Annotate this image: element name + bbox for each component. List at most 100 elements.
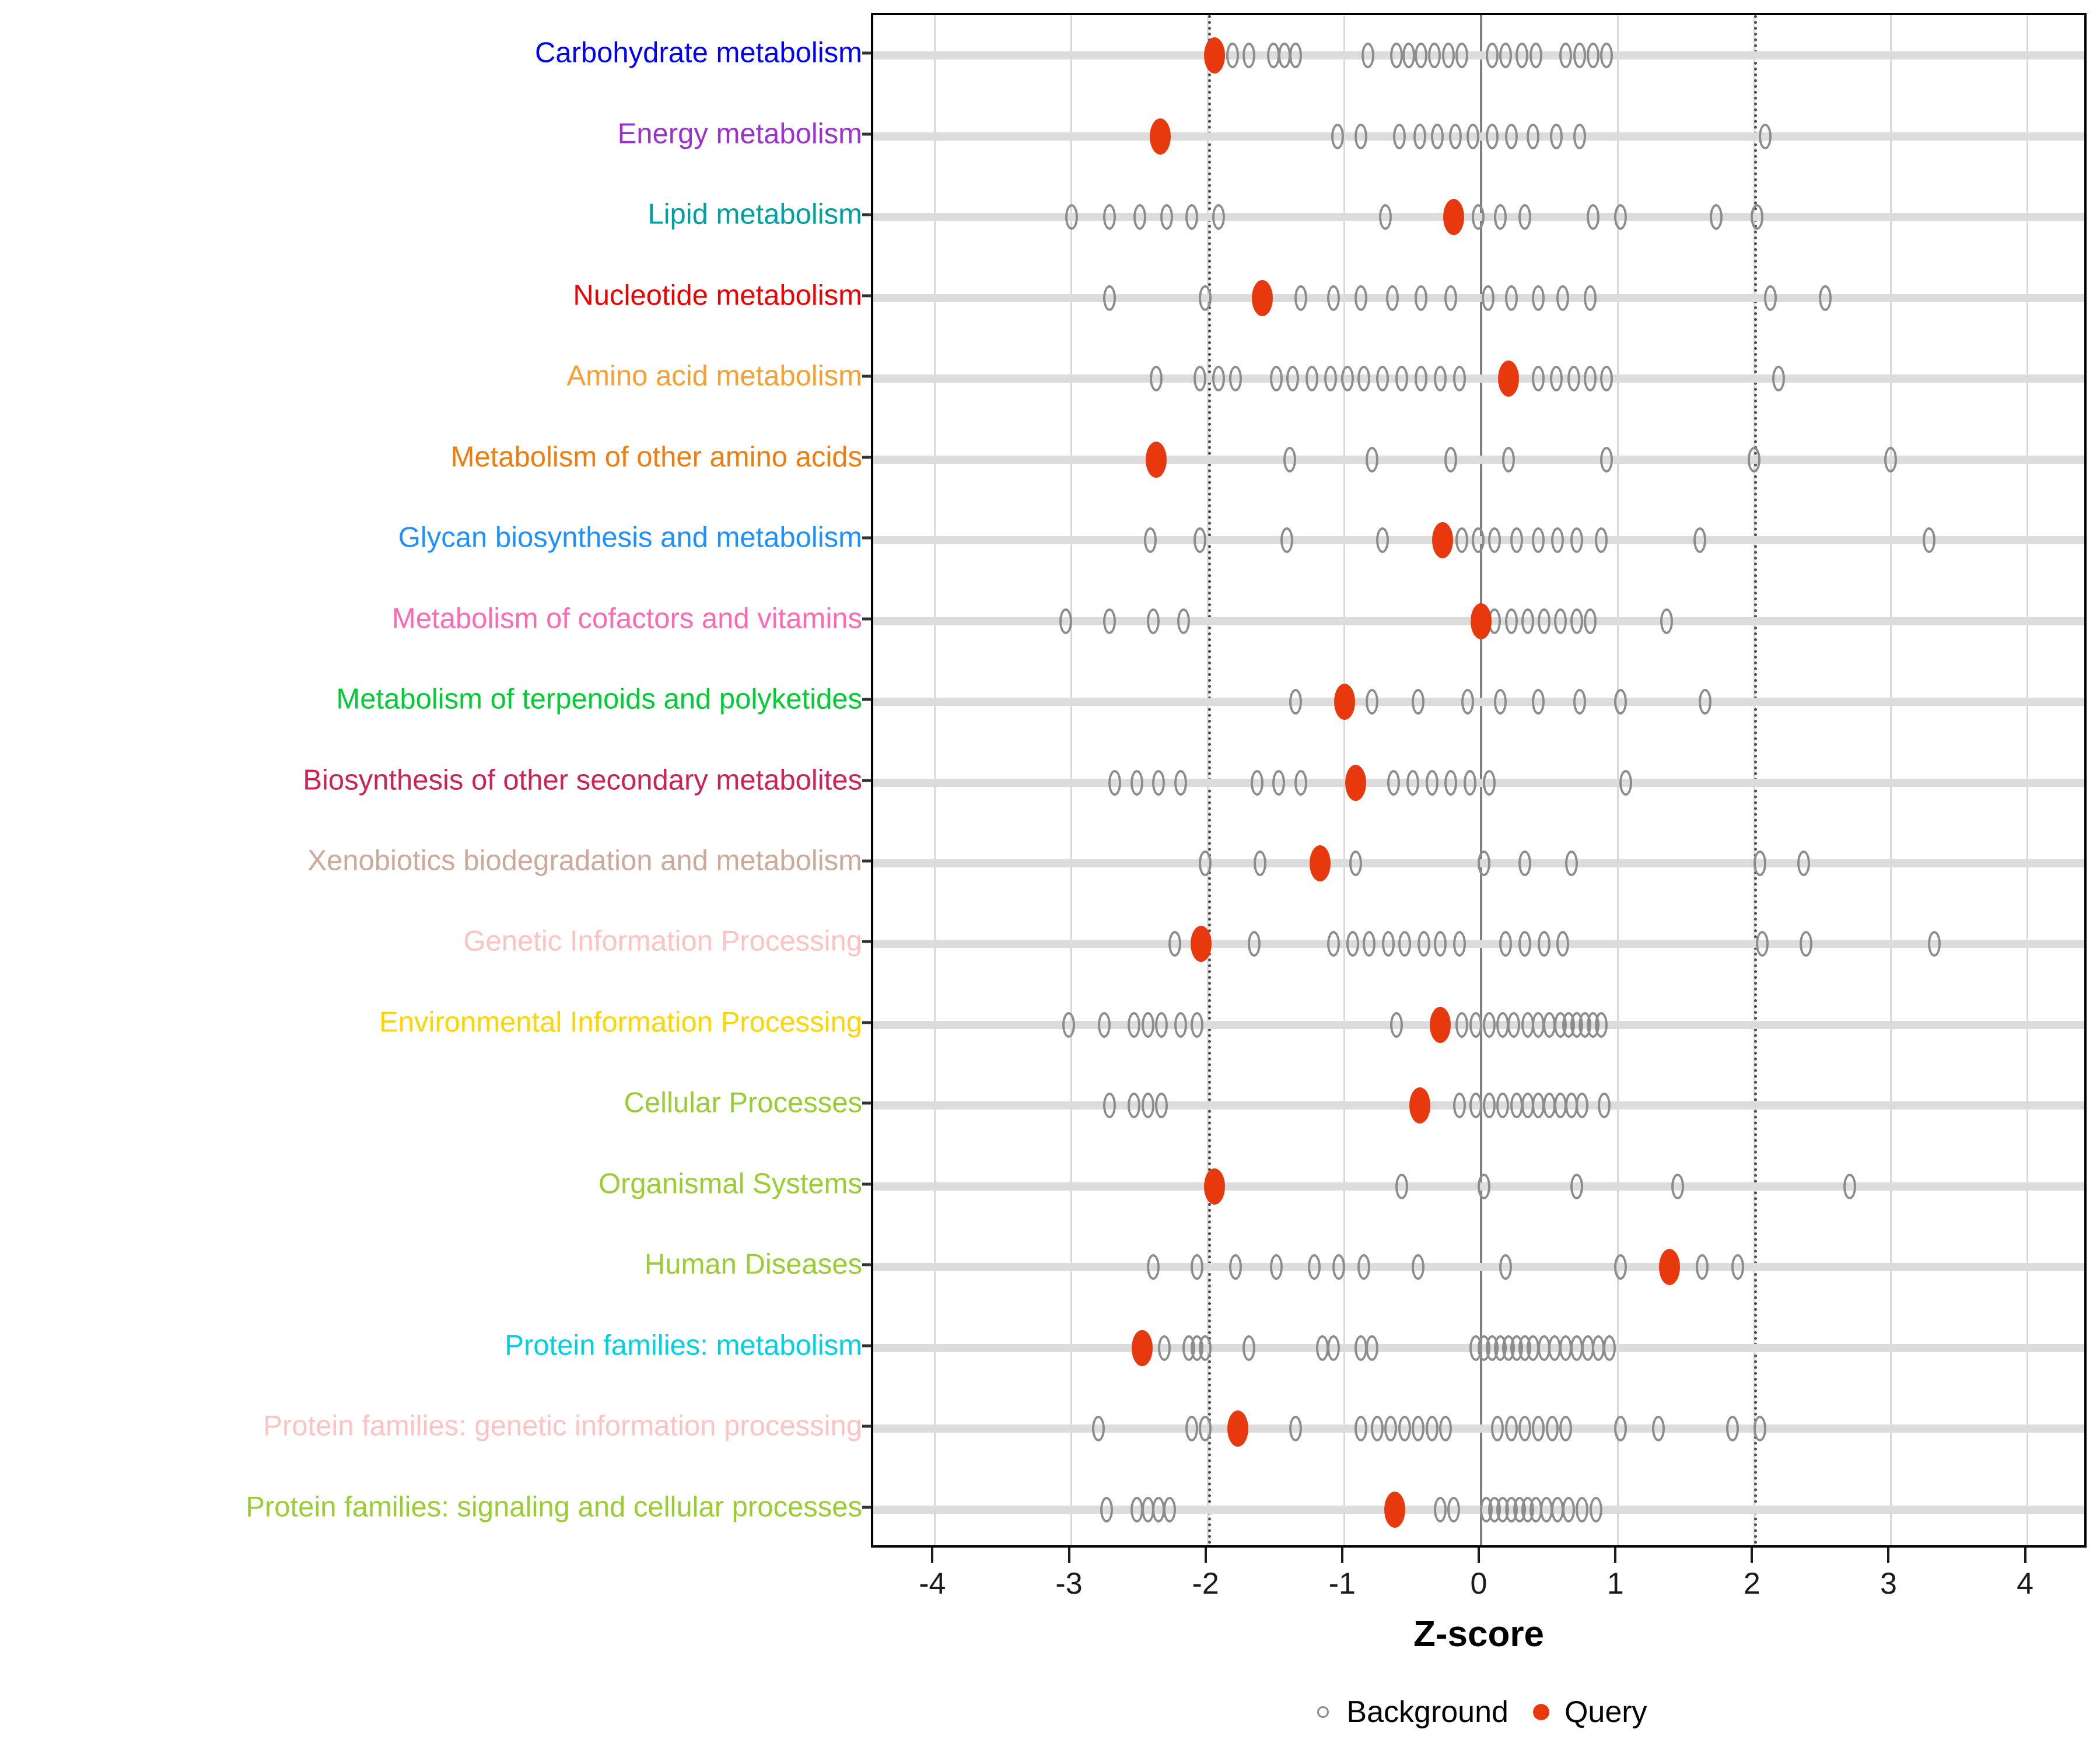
background-point: [1756, 931, 1769, 957]
background-point: [1759, 123, 1772, 149]
query-point: [1227, 1410, 1249, 1447]
background-point: [1483, 769, 1496, 796]
background-point: [1149, 366, 1163, 392]
background-point: [1354, 285, 1367, 311]
y-axis-tick-16: [862, 1344, 871, 1348]
x-axis-tick-2: [1751, 1548, 1754, 1563]
background-point: [1764, 285, 1777, 311]
background-point: [1157, 1335, 1171, 1361]
background-point: [1510, 527, 1523, 554]
background-point: [1414, 285, 1427, 311]
x-axis-tick-label--2: -2: [1192, 1567, 1219, 1601]
x-axis-tick-label-4: 4: [2017, 1567, 2034, 1601]
y-axis-tick-15: [862, 1263, 871, 1266]
background-point: [1289, 43, 1302, 69]
background-point: [1600, 446, 1614, 473]
background-point: [1141, 1093, 1154, 1119]
background-point: [1385, 285, 1399, 311]
background-point: [1466, 123, 1479, 149]
background-point: [1193, 527, 1206, 554]
background-point: [1177, 608, 1190, 634]
background-point: [1433, 1496, 1447, 1522]
background-point: [1553, 608, 1567, 634]
background-point: [1381, 931, 1395, 957]
background-point: [1390, 43, 1403, 69]
background-point: [1499, 931, 1513, 957]
background-point: [1384, 1416, 1398, 1442]
legend: Background Query: [871, 1689, 2087, 1735]
y-axis-label-11: Genetic Information Processing: [463, 925, 862, 957]
background-point: [1226, 43, 1239, 69]
query-point: [1204, 37, 1226, 74]
background-point: [1242, 1335, 1255, 1361]
background-point: [1461, 689, 1474, 715]
background-point: [1163, 1496, 1177, 1522]
background-point: [1923, 527, 1936, 554]
y-axis-label-15: Human Diseases: [644, 1248, 862, 1280]
background-point: [1928, 931, 1941, 957]
background-point: [1485, 43, 1499, 69]
y-axis-label-9: Biosynthesis of other secondary metaboli…: [303, 764, 862, 796]
background-point: [1521, 608, 1534, 634]
background-point: [1103, 1093, 1116, 1119]
query-point: [1190, 926, 1212, 963]
row-band: [873, 940, 2084, 949]
background-point: [1062, 1012, 1075, 1038]
background-point: [1392, 123, 1406, 149]
background-point: [1545, 1416, 1559, 1442]
background-point: [1160, 204, 1174, 230]
background-point: [1371, 1416, 1384, 1442]
background-point: [1448, 123, 1462, 149]
background-point: [1753, 1416, 1766, 1442]
background-point: [1597, 1093, 1611, 1119]
background-point: [1797, 850, 1810, 876]
y-axis-label-10: Xenobiotics biodegradation and metabolis…: [307, 845, 862, 877]
background-point: [1185, 1416, 1198, 1442]
background-point: [1376, 366, 1390, 392]
background-point: [1671, 1173, 1685, 1199]
background-point: [1441, 43, 1455, 69]
background-point: [1387, 769, 1401, 796]
background-point: [1357, 1254, 1370, 1280]
background-point: [1283, 446, 1297, 473]
background-point: [1362, 931, 1376, 957]
background-point: [1504, 1416, 1518, 1442]
background-point: [1595, 527, 1608, 554]
background-point: [1584, 366, 1597, 392]
background-point: [1250, 769, 1264, 796]
background-point: [1269, 366, 1283, 392]
background-point: [1516, 43, 1529, 69]
query-point: [1443, 199, 1465, 236]
background-point: [1843, 1173, 1857, 1199]
background-point: [1327, 1335, 1340, 1361]
x-axis: -4 -3 -2 -1 0 1 2 3 4: [871, 1548, 2087, 1618]
background-point: [1412, 689, 1425, 715]
background-point: [1444, 769, 1458, 796]
background-point: [1361, 43, 1374, 69]
query-point: [1497, 360, 1519, 397]
background-point: [1428, 43, 1441, 69]
background-point: [1452, 366, 1466, 392]
background-point: [1346, 931, 1359, 957]
y-axis-tick-10: [862, 859, 871, 863]
background-point: [1573, 689, 1586, 715]
background-point: [1280, 527, 1294, 554]
background-point: [1174, 1012, 1187, 1038]
background-point: [1483, 1012, 1496, 1038]
y-axis-label-12: Environmental Information Processing: [379, 1006, 862, 1038]
background-point: [1518, 850, 1531, 876]
background-point: [1564, 850, 1578, 876]
background-point: [1147, 608, 1160, 634]
background-point: [1532, 689, 1545, 715]
legend-item-query: Query: [1528, 1695, 1647, 1730]
x-axis-tick-0: [1478, 1548, 1480, 1563]
background-point: [1472, 204, 1485, 230]
background-point: [1444, 446, 1458, 473]
background-point: [1772, 366, 1786, 392]
row-band: [873, 51, 2084, 60]
background-point: [1587, 204, 1600, 230]
background-point: [1493, 689, 1507, 715]
y-axis-tick-12: [862, 1021, 871, 1024]
background-point: [1155, 1093, 1168, 1119]
background-point: [1425, 1416, 1438, 1442]
